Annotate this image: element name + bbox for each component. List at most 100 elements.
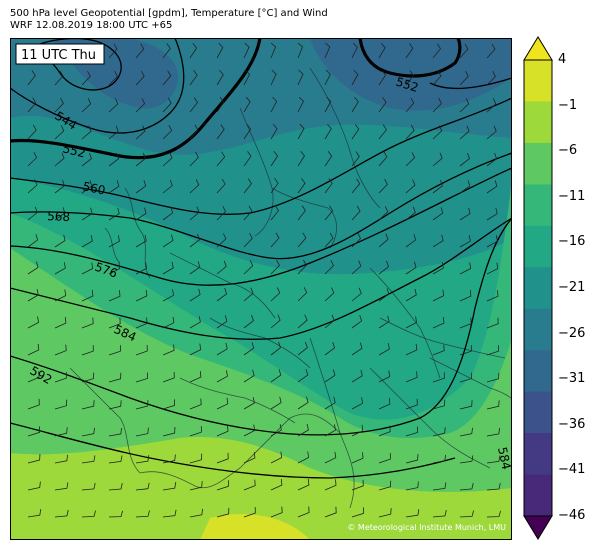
wind-barb	[297, 287, 308, 302]
wind-barb	[297, 69, 304, 86]
wind-barb	[459, 262, 472, 275]
wind-barb	[432, 482, 447, 491]
wind-barb	[27, 261, 39, 275]
wind-barb	[243, 42, 250, 59]
wind-barb	[297, 341, 308, 356]
wind-barb	[459, 235, 471, 248]
wind-barb	[432, 399, 446, 410]
wind-barb	[486, 43, 496, 59]
temp-field-warmest	[10, 437, 512, 540]
wind-barb	[405, 70, 414, 86]
wind-barb	[486, 510, 501, 518]
wind-barb	[108, 427, 122, 437]
wind-barb	[243, 397, 255, 410]
wind-barb	[108, 152, 120, 167]
wind-barb	[459, 455, 474, 464]
wind-barb	[243, 287, 254, 302]
wind-barb	[351, 205, 361, 221]
wind-barb	[486, 400, 500, 410]
wind-barb	[351, 69, 359, 86]
wind-barb	[81, 180, 93, 194]
wind-barb	[108, 510, 123, 518]
wind-barb	[135, 262, 148, 275]
wind-barb	[351, 342, 363, 356]
wind-barb	[486, 125, 497, 140]
wind-barb	[270, 205, 279, 221]
wind-barb	[81, 372, 95, 383]
wind-barb	[27, 343, 40, 356]
wind-barb	[54, 454, 68, 464]
wind-barb	[270, 96, 278, 113]
wind-barb	[243, 205, 253, 221]
colorbar-band	[524, 474, 552, 517]
wind-barb	[135, 344, 148, 356]
wind-barb	[459, 125, 470, 140]
wind-barb	[378, 178, 388, 194]
colorbar-tick-label: −11	[558, 188, 586, 204]
wind-barb	[432, 97, 442, 113]
wind-barb	[405, 234, 417, 248]
wind-barb	[243, 452, 256, 464]
wind-barb	[324, 451, 337, 464]
wind-barb	[405, 206, 416, 221]
wind-barb	[54, 372, 67, 383]
wind-barb	[351, 397, 364, 410]
wind-barb	[459, 180, 471, 194]
wind-barb	[216, 97, 225, 113]
wind-barb	[27, 453, 41, 464]
wind-barb	[162, 97, 172, 113]
wind-barb	[297, 232, 307, 248]
wind-barb	[486, 207, 498, 221]
wind-barb	[378, 343, 390, 356]
colorbar-tick-label: −16	[558, 234, 586, 250]
colorbar-tick-label: −21	[558, 280, 586, 295]
wind-barb	[486, 290, 499, 302]
colorbar-band	[524, 142, 552, 185]
wind-barb	[81, 235, 93, 248]
wind-barb	[162, 316, 175, 329]
wind-barb	[486, 372, 500, 383]
wind-barb	[351, 151, 360, 167]
wind-barb	[351, 42, 358, 59]
wind-barb	[351, 96, 359, 113]
wind-barb	[405, 316, 418, 329]
copyright-label: © Meteorological Institute Munich, LMU	[347, 523, 506, 532]
wind-barb	[297, 506, 310, 518]
wind-barb	[81, 125, 92, 140]
wind-barb	[297, 96, 304, 113]
wind-barb	[108, 98, 119, 113]
wind-barb	[324, 123, 332, 140]
wind-barb	[216, 178, 226, 194]
wind-barb	[297, 123, 305, 140]
wind-barb	[27, 371, 40, 383]
wind-barb	[162, 234, 174, 248]
wind-barb	[270, 151, 279, 167]
wind-barb	[486, 483, 501, 491]
wind-barb	[135, 317, 148, 329]
contour-label: 552	[61, 141, 87, 160]
wind-barb	[486, 70, 496, 86]
wind-barb	[270, 69, 277, 86]
wind-barb	[270, 314, 281, 329]
wind-barb	[378, 425, 391, 437]
wind-barb	[54, 70, 64, 86]
wind-barb	[135, 152, 146, 167]
wind-barb	[189, 371, 202, 383]
wind-barb	[270, 42, 277, 59]
wind-barb	[81, 400, 95, 410]
wind-barb	[351, 507, 364, 518]
wind-barb	[351, 452, 364, 464]
wind-barb	[216, 233, 227, 248]
wind-barb	[297, 259, 307, 275]
wind-barb	[189, 261, 201, 275]
wind-barb	[108, 372, 122, 383]
wind-barb	[405, 97, 415, 113]
wind-barb	[378, 260, 389, 275]
wind-barb	[189, 481, 203, 491]
wind-barb	[108, 317, 121, 329]
wind-barb	[243, 424, 256, 437]
wind-barb	[486, 317, 499, 329]
wind-barb	[216, 287, 228, 302]
wind-barb	[378, 453, 391, 464]
wind-barb	[108, 235, 120, 248]
